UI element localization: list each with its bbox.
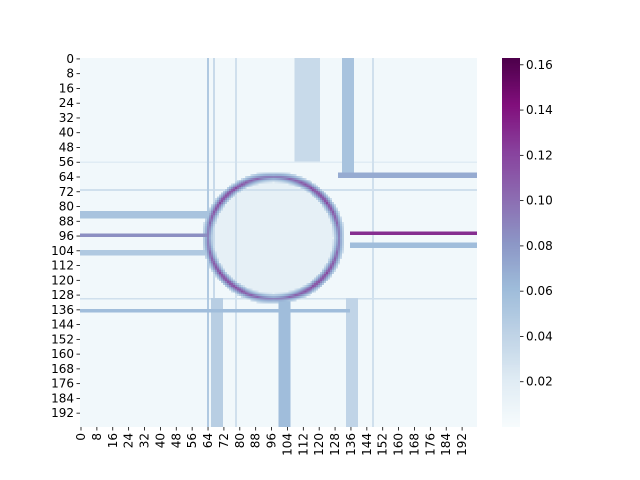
x-tick-label: 152 (376, 433, 390, 456)
y-tick-label: 0 (66, 52, 74, 66)
colorbar-tick-label: 0.14 (526, 103, 553, 117)
x-tick-label: 160 (392, 433, 406, 456)
x-tick-label: 56 (185, 433, 199, 448)
y-tick-label: 160 (51, 347, 74, 361)
x-tick-label: 168 (407, 433, 421, 456)
colorbar-tick-label: 0.04 (526, 329, 553, 343)
x-tick-label: 112 (296, 433, 310, 456)
x-tick-label: 136 (344, 433, 358, 456)
y-tick-label: 88 (59, 214, 74, 228)
colorbar-tick-label: 0.06 (526, 284, 553, 298)
x-tick-label: 144 (360, 433, 374, 456)
x-tick-label: 192 (455, 433, 469, 456)
x-tick-label: 48 (169, 433, 183, 448)
y-tick-label: 128 (51, 288, 74, 302)
y-tick-label: 168 (51, 362, 74, 376)
colorbar-tick-label: 0.08 (526, 239, 553, 253)
y-tick-label: 80 (59, 200, 74, 214)
x-tick-label: 88 (249, 433, 263, 448)
heatmap-plot-area (80, 58, 477, 427)
colorbar-tick-label: 0.16 (526, 58, 553, 72)
x-tick-label: 24 (122, 433, 136, 448)
x-tick-label: 40 (153, 433, 167, 448)
x-tick-label: 96 (265, 433, 279, 448)
colorbar-gradient (502, 58, 520, 427)
x-tick-label: 184 (439, 433, 453, 456)
y-axis: 0816243240485664728088961041121201281361… (51, 52, 80, 420)
y-tick-label: 40 (59, 126, 74, 140)
colorbar-tick-label: 0.10 (526, 194, 553, 208)
colorbar-tick-label: 0.12 (526, 148, 553, 162)
heatmap-image (80, 58, 477, 427)
x-tick-label: 32 (138, 433, 152, 448)
x-tick-label: 128 (328, 433, 342, 456)
y-tick-label: 112 (51, 259, 74, 273)
y-tick-label: 72 (59, 185, 74, 199)
y-tick-label: 136 (51, 303, 74, 317)
x-tick-label: 16 (106, 433, 120, 448)
x-tick-label: 8 (90, 433, 104, 441)
x-tick-label: 104 (280, 433, 294, 456)
y-tick-label: 192 (51, 406, 74, 420)
y-tick-label: 8 (66, 67, 74, 81)
x-tick-label: 72 (217, 433, 231, 448)
x-tick-label: 176 (423, 433, 437, 456)
y-tick-label: 176 (51, 377, 74, 391)
y-tick-label: 96 (59, 229, 74, 243)
y-tick-label: 16 (59, 81, 74, 95)
y-tick-label: 104 (51, 244, 74, 258)
y-tick-label: 120 (51, 273, 74, 287)
x-tick-label: 64 (201, 433, 215, 448)
y-tick-label: 144 (51, 318, 74, 332)
y-tick-label: 24 (59, 96, 74, 110)
y-tick-label: 32 (59, 111, 74, 125)
x-tick-label: 80 (233, 433, 247, 448)
y-tick-label: 56 (59, 155, 74, 169)
y-tick-label: 152 (51, 332, 74, 346)
colorbar: 0.02 0.04 0.06 0.08 0.10 0.12 0.14 0.16 (502, 58, 553, 427)
y-tick-label: 184 (51, 391, 74, 405)
y-tick-label: 64 (59, 170, 74, 184)
x-axis: 0 8 16 24 32 40 48 56 64 72 80 88 96 104 112 120 128 136 1… (74, 427, 469, 456)
x-tick-label: 120 (312, 433, 326, 456)
colorbar-tick-label: 0.02 (526, 375, 553, 389)
x-tick-label: 0 (74, 433, 88, 441)
y-tick-label: 48 (59, 140, 74, 154)
